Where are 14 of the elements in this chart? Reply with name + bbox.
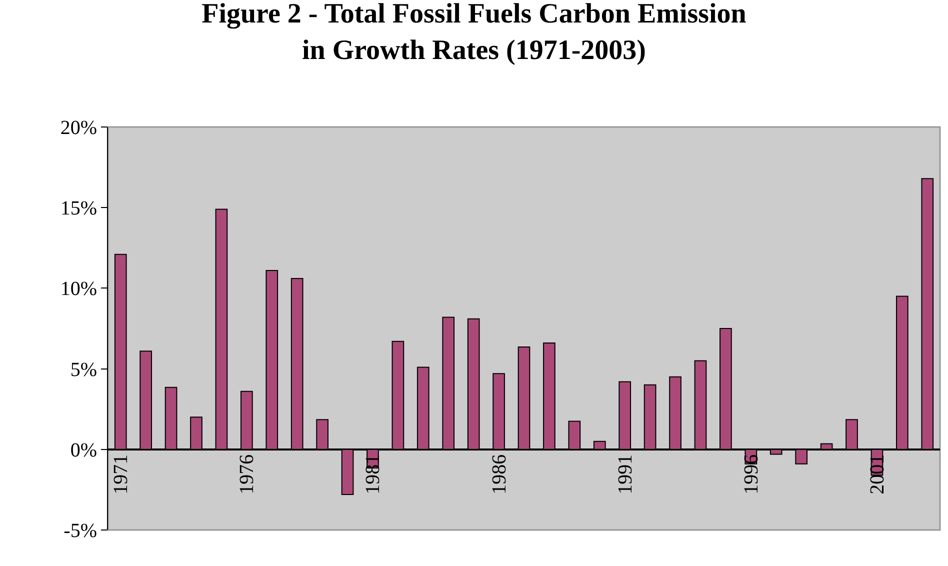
x-tick-label: 1976 [236, 454, 258, 494]
x-tick-label: 1971 [110, 454, 132, 494]
y-tick-label: 10% [60, 278, 97, 300]
y-tick-label: -5% [64, 520, 97, 542]
chart-title: Figure 2 - Total Fossil Fuels Carbon Emission in Growth Rates (1971-2003) [202, 0, 747, 66]
x-tick-label: 1991 [614, 454, 636, 494]
y-tick-label: 15% [60, 198, 97, 220]
x-tick-label: 1981 [362, 454, 384, 494]
y-tick-label: 20% [60, 117, 97, 139]
x-tick-label: 2001 [866, 454, 888, 494]
y-tick-label: 0% [70, 439, 97, 462]
x-tick-label: 1986 [488, 454, 510, 494]
x-tick-label: 1996 [740, 454, 762, 494]
y-tick-label: 5% [70, 358, 97, 381]
